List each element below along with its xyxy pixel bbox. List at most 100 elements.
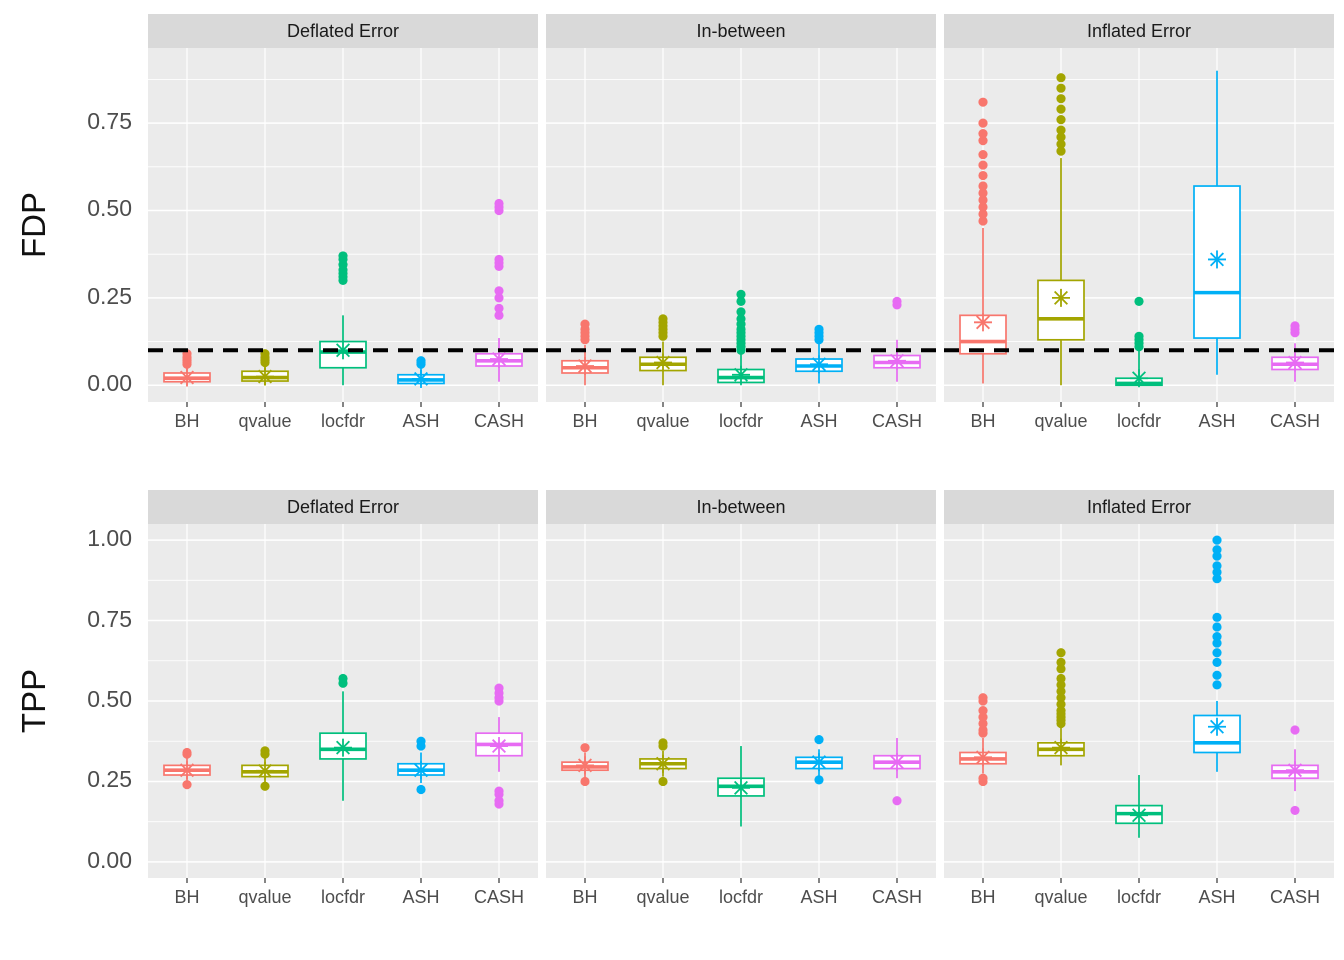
outlier-point	[978, 160, 988, 170]
outlier-point	[1056, 73, 1066, 83]
boxplot-qvalue	[1037, 648, 1085, 766]
outlier-point	[978, 209, 988, 219]
fdp-panels: Deflated Error BH qvalue locfdr ASH CASH In-…	[148, 14, 1334, 432]
panel-fdp-deflated: Deflated Error BH qvalue locfdr ASH CASH	[148, 14, 538, 432]
x-tick-label: CASH	[1270, 887, 1320, 907]
outlier-point	[1212, 551, 1222, 561]
boxplot-ASH	[397, 736, 445, 795]
mean-star	[974, 748, 992, 767]
outlier-point	[978, 725, 988, 735]
outlier-point	[494, 796, 504, 806]
outlier-point	[1056, 94, 1066, 104]
outlier-point	[658, 738, 668, 748]
x-tick-label: locfdr	[321, 411, 365, 431]
mean-star	[1286, 353, 1304, 372]
outlier-point	[978, 718, 988, 729]
outlier-point	[338, 251, 348, 261]
outlier-point	[1212, 657, 1222, 667]
outlier-point	[260, 746, 270, 756]
mean-star	[888, 753, 906, 772]
boxplot-qvalue	[1037, 73, 1085, 386]
x-tick-label: locfdr	[719, 887, 763, 907]
outlier-point	[1056, 648, 1066, 658]
outlier-point	[658, 776, 668, 787]
outlier-point	[978, 181, 988, 191]
x-tick-label: qvalue	[1034, 887, 1087, 907]
x-tick-label: BH	[174, 887, 199, 907]
x-tick-label: BH	[572, 887, 597, 907]
outlier-point	[1212, 561, 1222, 571]
outlier-point	[978, 149, 988, 160]
panel-fdp-inbetween: In-between BH qvalue locfdr ASH CASH	[546, 14, 936, 432]
x-tick-label: BH	[970, 887, 995, 907]
outlier-point	[580, 776, 590, 787]
outlier-point	[736, 296, 746, 306]
mean-star	[654, 754, 672, 773]
x-tick-label: qvalue	[1034, 411, 1087, 431]
mean-star	[178, 368, 196, 387]
boxplot-CASH	[873, 296, 921, 382]
outlier-point	[1056, 680, 1066, 690]
y-tick-label: 0.00	[87, 370, 132, 397]
mean-star	[732, 365, 750, 384]
outlier-point	[1056, 657, 1066, 667]
outlier-point	[978, 712, 988, 722]
x-tick-label: locfdr	[719, 411, 763, 431]
mean-star	[810, 753, 828, 772]
y-tick-label: 0.50	[87, 686, 132, 713]
outlier-point	[416, 784, 426, 795]
outlier-point	[1056, 115, 1066, 125]
x-tick-label: qvalue	[636, 411, 689, 431]
outlier-point	[494, 303, 504, 313]
x-tick-label: ASH	[1198, 887, 1235, 907]
outlier-point	[494, 198, 504, 209]
mean-star	[490, 350, 508, 369]
mean-star	[490, 737, 508, 756]
outlier-point	[1212, 622, 1222, 632]
outlier-point	[978, 706, 988, 716]
outlier-point	[1290, 805, 1300, 816]
facet-strip-inbetween: In-between	[546, 490, 936, 524]
outlier-point	[978, 195, 988, 205]
outlier-point	[416, 356, 426, 366]
panel-tpp-inbetween: In-between BH qvalue locfdr ASH CASH	[546, 490, 936, 908]
boxplot-locfdr	[1115, 775, 1163, 838]
outlier-point	[978, 773, 988, 783]
boxplot-qvalue	[639, 314, 687, 386]
outlier-point	[1290, 321, 1300, 331]
x-tick-label: ASH	[1198, 411, 1235, 431]
outlier-point	[978, 216, 988, 226]
mean-star	[256, 367, 274, 386]
outlier-point	[1212, 567, 1222, 577]
boxplot-CASH	[475, 198, 523, 382]
x-tick-label: BH	[174, 411, 199, 431]
outlier-point	[978, 693, 988, 703]
mean-star	[412, 369, 430, 388]
outlier-point	[338, 673, 348, 684]
outlier-point	[736, 307, 746, 317]
boxplot-locfdr	[1115, 296, 1163, 388]
boxplot-CASH	[475, 683, 523, 809]
outlier-point	[182, 747, 192, 758]
outlier-point	[416, 736, 426, 746]
boxplot-BH	[561, 319, 609, 386]
plot-fdp-inflated: BH qvalue locfdr ASH CASH	[944, 48, 1334, 432]
x-tick-label: ASH	[800, 887, 837, 907]
boxplot-ASH	[795, 324, 843, 384]
facet-strip-inflated: Inflated Error	[944, 14, 1334, 48]
outlier-point	[494, 293, 504, 303]
outlier-point	[978, 136, 988, 146]
outlier-point	[814, 735, 824, 745]
boxplot-ASH	[1193, 535, 1241, 772]
outlier-point	[1134, 331, 1144, 341]
plot-fdp-deflated: BH qvalue locfdr ASH CASH	[148, 48, 538, 432]
x-tick-label: ASH	[402, 887, 439, 907]
outlier-point	[494, 310, 504, 320]
x-tick-label: qvalue	[238, 887, 291, 907]
outlier-point	[1212, 535, 1222, 545]
boxplot-locfdr	[319, 673, 367, 801]
boxplot-BH	[163, 349, 211, 387]
outlier-point	[1056, 693, 1066, 703]
x-tick-label: CASH	[1270, 411, 1320, 431]
outlier-point	[1212, 574, 1222, 584]
